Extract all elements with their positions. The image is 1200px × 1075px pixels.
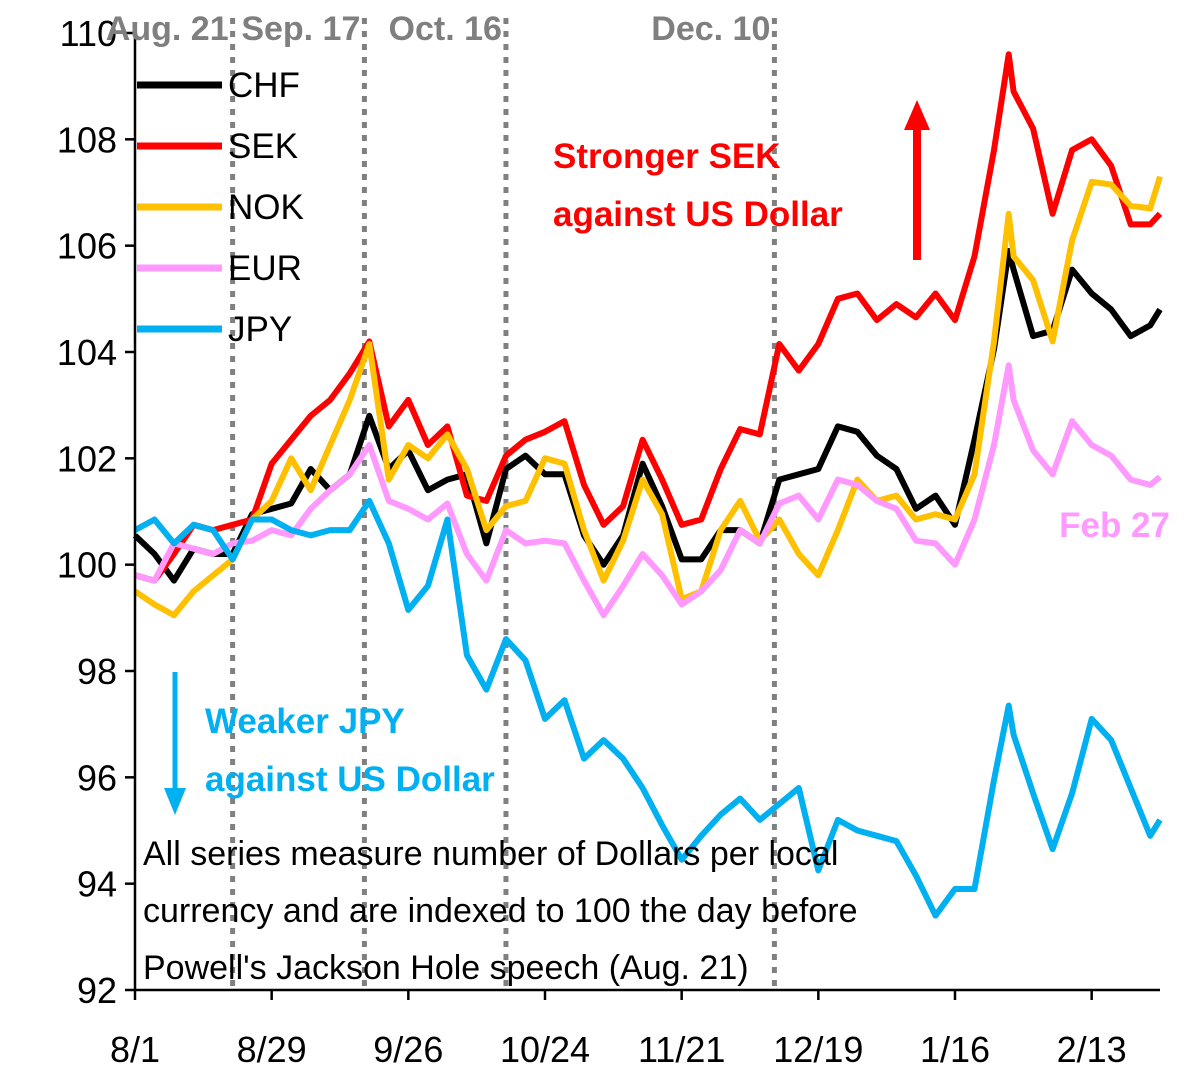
x-tick-label: 8/1 [110, 1029, 160, 1070]
legend-label: NOK [228, 188, 304, 227]
legend-label: CHF [228, 66, 300, 105]
legend-label: EUR [228, 249, 302, 288]
y-tick-label: 96 [77, 757, 117, 798]
y-tick-label: 104 [57, 332, 117, 373]
event-label: Aug. 21 [106, 10, 229, 48]
x-tick-label: 10/24 [500, 1029, 590, 1070]
y-tick-label: 92 [77, 970, 117, 1011]
up-arrow-head-icon [904, 100, 930, 130]
footnote-text: Powell's Jackson Hole speech (Aug. 21) [143, 949, 749, 987]
y-tick-label: 110 [60, 13, 117, 54]
series-line-chf [132, 248, 1163, 584]
y-tick-label: 94 [77, 864, 117, 905]
jpy-annotation: against US Dollar [205, 760, 495, 799]
x-tick-label: 11/21 [638, 1029, 725, 1070]
x-tick-label: 2/13 [1057, 1029, 1127, 1070]
event-label: Sep. 17 [241, 10, 360, 48]
x-tick-label: 1/16 [920, 1029, 990, 1070]
x-tick-label: 12/19 [773, 1029, 863, 1070]
legend-label: SEK [228, 127, 298, 166]
x-tick-label: 8/29 [237, 1029, 307, 1070]
down-arrow-head-icon [164, 788, 186, 815]
legend-label: JPY [228, 310, 292, 349]
series-line-nok [133, 175, 1163, 619]
series-line-sek [134, 51, 1163, 584]
footnote-text: All series measure number of Dollars per… [143, 835, 838, 873]
y-tick-label: 106 [57, 226, 117, 267]
y-tick-label: 102 [57, 438, 117, 479]
sek-annotation: Stronger SEK [553, 137, 781, 176]
x-tick-label: 9/26 [373, 1029, 443, 1070]
footnote-text: currency and are indexed to 100 the day … [143, 892, 857, 930]
series-line-eur [134, 362, 1162, 619]
series-line-jpy [133, 497, 1163, 919]
end-date-label: Feb 27 [1059, 506, 1170, 545]
y-tick-label: 100 [57, 545, 117, 586]
y-tick-label: 108 [57, 119, 117, 160]
event-label: Dec. 10 [651, 10, 770, 48]
y-tick-label: 98 [77, 651, 117, 692]
event-label: Oct. 16 [389, 10, 502, 48]
jpy-annotation: Weaker JPY [205, 702, 405, 741]
sek-annotation: against US Dollar [553, 195, 843, 234]
